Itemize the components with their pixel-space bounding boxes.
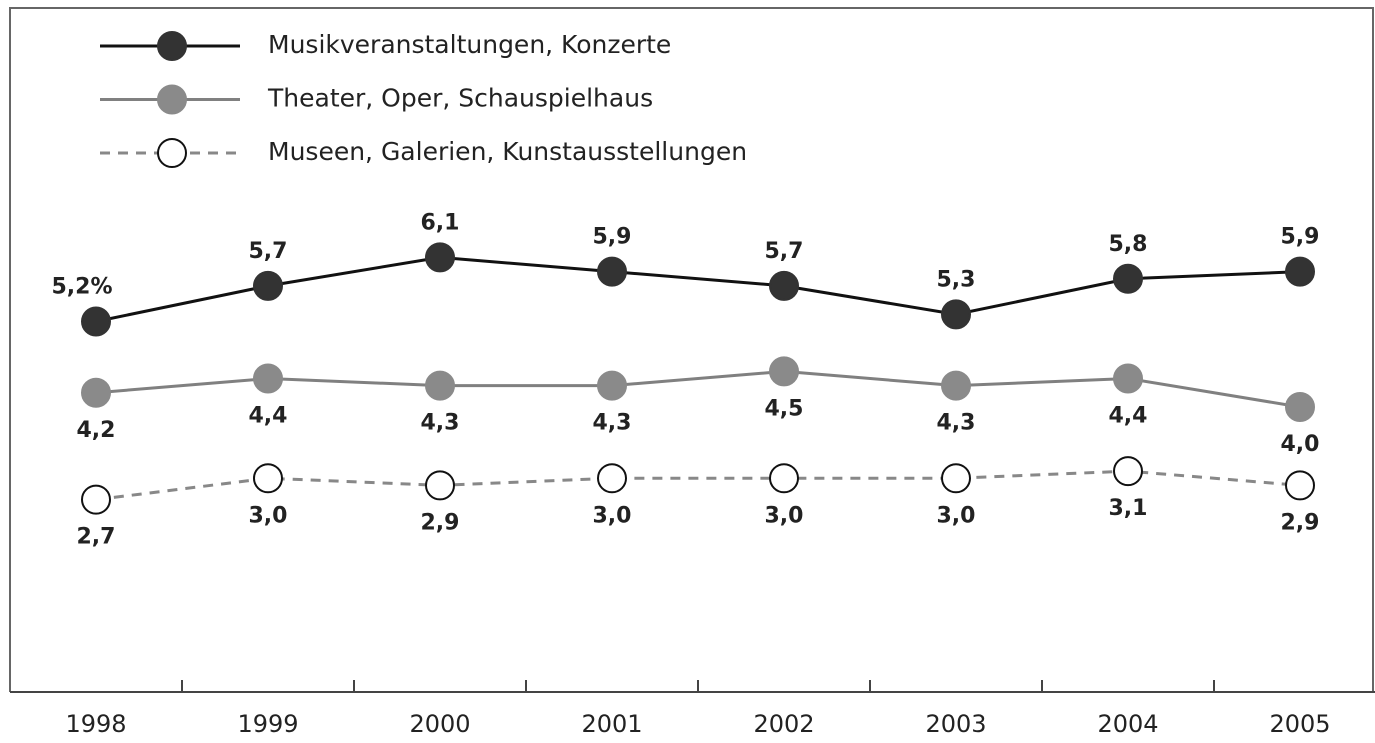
data-label: 4,5	[765, 396, 804, 421]
x-tick-label: 1998	[65, 710, 126, 738]
x-tick-label: 2000	[409, 710, 470, 738]
data-point	[769, 463, 799, 494]
data-point	[425, 370, 455, 401]
data-point	[597, 256, 627, 287]
data-label: 5,2%	[51, 275, 112, 300]
x-tick-label: 1999	[237, 710, 298, 738]
data-label: 5,7	[765, 239, 804, 264]
data-label: 5,8	[1109, 232, 1148, 257]
x-tick-label: 2001	[581, 710, 642, 738]
data-point	[253, 270, 283, 301]
data-label: 4,2	[77, 418, 116, 443]
series-line	[95, 255, 1301, 323]
data-point	[253, 363, 283, 394]
data-label: 4,3	[937, 411, 976, 436]
data-point	[769, 270, 799, 301]
frame	[9, 7, 1374, 692]
data-label: 5,3	[937, 267, 976, 292]
data-point	[1113, 456, 1143, 487]
legend-marker	[157, 31, 187, 61]
legend-label: Theater, Oper, Schauspielhaus	[267, 84, 653, 113]
legend-label: Musikveranstaltungen, Konzerte	[268, 30, 671, 59]
data-point	[769, 356, 799, 387]
data-point	[425, 242, 455, 273]
data-point	[1285, 392, 1315, 422]
data-label: 4,3	[421, 411, 460, 436]
data-point	[425, 470, 455, 501]
x-tick-label: 2002	[753, 710, 814, 738]
data-point	[1285, 256, 1315, 287]
data-label: 5,9	[593, 225, 632, 250]
data-point	[253, 463, 283, 494]
x-tick-label: 2003	[925, 710, 986, 738]
data-point	[81, 377, 111, 408]
data-label: 3,0	[249, 503, 288, 528]
data-point	[1113, 263, 1143, 294]
data-point	[941, 463, 971, 494]
data-point	[941, 370, 971, 401]
data-label: 4,4	[249, 404, 288, 429]
data-label: 2,9	[421, 510, 460, 535]
data-label: 2,9	[1281, 510, 1320, 535]
data-label: 5,9	[1281, 225, 1320, 250]
data-label: 2,7	[77, 525, 116, 550]
data-point	[81, 306, 111, 337]
data-point	[597, 370, 627, 401]
data-label: 4,4	[1109, 404, 1148, 429]
data-label: 3,0	[593, 503, 632, 528]
data-label: 4,3	[593, 411, 632, 436]
data-point	[1113, 363, 1143, 394]
series-line	[95, 369, 1301, 409]
data-label: 4,0	[1281, 432, 1320, 457]
data-point	[81, 484, 111, 515]
data-label: 5,7	[249, 239, 288, 264]
legend-marker	[157, 138, 187, 168]
data-label: 3,1	[1109, 496, 1148, 521]
data-label: 3,0	[937, 503, 976, 528]
series-line	[95, 469, 1301, 502]
data-point	[1285, 470, 1315, 501]
data-point	[597, 463, 627, 494]
x-tick-label: 2005	[1269, 710, 1330, 738]
data-point	[941, 299, 971, 330]
data-label: 6,1	[421, 210, 460, 235]
data-label: 3,0	[765, 503, 804, 528]
legend-marker	[157, 84, 187, 115]
legend-label: Museen, Galerien, Kunstausstellungen	[268, 137, 747, 166]
x-tick-label: 2004	[1097, 710, 1158, 738]
